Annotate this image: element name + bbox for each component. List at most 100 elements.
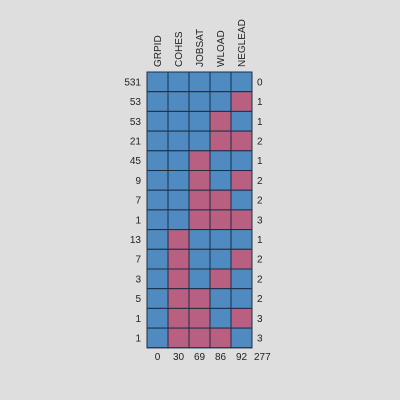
pattern-cell (146, 248, 169, 270)
pattern-cell (146, 327, 169, 349)
pattern-cell (188, 91, 211, 112)
pattern-cell (230, 189, 253, 211)
variable-missing-count: 0 (155, 352, 161, 363)
pattern-cell (167, 130, 190, 152)
pattern-cell (230, 288, 253, 309)
pattern-count: 1 (135, 215, 141, 226)
pattern-cell (146, 91, 169, 112)
pattern-cell (209, 268, 232, 290)
pattern-missing-count: 3 (257, 215, 263, 226)
pattern-cell (230, 71, 253, 93)
variable-label-neglead: NEGLEAD (237, 19, 248, 67)
pattern-count: 45 (130, 156, 142, 167)
pattern-cell (188, 229, 211, 250)
total-missing-count: 277 (254, 352, 271, 363)
pattern-cell (209, 288, 232, 309)
pattern-count: 13 (130, 235, 142, 246)
pattern-cell (146, 150, 169, 172)
pattern-missing-count: 2 (257, 136, 263, 147)
pattern-cell (209, 170, 232, 191)
pattern-cell (209, 189, 232, 211)
pattern-cell (209, 327, 232, 349)
pattern-cell (188, 130, 211, 152)
pattern-cell (146, 110, 169, 132)
variable-label-grpid: GRPID (153, 35, 164, 67)
pattern-cell (230, 327, 253, 349)
pattern-missing-count: 0 (257, 77, 263, 88)
pattern-cell (230, 209, 253, 231)
pattern-cell (209, 130, 232, 152)
pattern-cell (188, 248, 211, 270)
pattern-cell (230, 307, 253, 329)
pattern-missing-count: 1 (257, 97, 263, 108)
pattern-cell (230, 268, 253, 290)
pattern-cell (146, 71, 169, 93)
pattern-cell (167, 189, 190, 211)
pattern-cell (167, 170, 190, 191)
pattern-cell (146, 130, 169, 152)
pattern-cell (167, 91, 190, 112)
pattern-cell (209, 71, 232, 93)
pattern-missing-count: 2 (257, 176, 263, 187)
pattern-count: 5 (135, 294, 141, 305)
variable-missing-count: 92 (236, 352, 248, 363)
pattern-cell (230, 130, 253, 152)
pattern-missing-count: 3 (257, 314, 263, 325)
pattern-count: 1 (135, 314, 141, 325)
pattern-cell (188, 307, 211, 329)
pattern-cell (209, 110, 232, 132)
pattern-missing-count: 1 (257, 156, 263, 167)
pattern-cell (209, 229, 232, 250)
pattern-cell (230, 170, 253, 191)
pattern-cell (146, 229, 169, 250)
pattern-cell (146, 307, 169, 329)
pattern-cell (167, 110, 190, 132)
pattern-cell (167, 150, 190, 172)
pattern-cell (146, 170, 169, 191)
pattern-missing-count: 2 (257, 196, 263, 207)
grid-frame (146, 71, 253, 349)
pattern-count: 9 (135, 176, 141, 187)
pattern-cell (167, 71, 190, 93)
pattern-count: 3 (135, 274, 141, 285)
pattern-cell (167, 327, 190, 349)
pattern-cell (209, 91, 232, 112)
pattern-cell (146, 288, 169, 309)
pattern-missing-count: 1 (257, 117, 263, 128)
pattern-cell (209, 307, 232, 329)
variable-missing-count: 86 (215, 352, 227, 363)
pattern-cell (167, 209, 190, 231)
pattern-count: 531 (124, 77, 141, 88)
pattern-count: 53 (130, 97, 142, 108)
pattern-cell (188, 268, 211, 290)
pattern-cell (146, 209, 169, 231)
pattern-cell (167, 248, 190, 270)
pattern-missing-counts: 0 1 1 2 1 2 2 3 1 2 2 2 3 3 (257, 77, 263, 344)
pattern-count: 1 (135, 333, 141, 344)
pattern-count: 7 (135, 255, 141, 266)
pattern-missing-count: 1 (257, 235, 263, 246)
pattern-cell (230, 150, 253, 172)
pattern-missing-count: 3 (257, 333, 263, 344)
variable-labels: GRPID COHES JOBSAT WLOAD NEGLEAD (153, 19, 248, 67)
pattern-cell (167, 307, 190, 329)
variable-missing-counts: 0 30 69 86 92 277 (155, 352, 271, 363)
variable-label-jobsat: JOBSAT (195, 29, 206, 67)
pattern-cell (188, 327, 211, 349)
pattern-cell (188, 150, 211, 172)
pattern-count: 21 (130, 136, 142, 147)
pattern-missing-count: 2 (257, 255, 263, 266)
pattern-missing-count: 2 (257, 294, 263, 305)
pattern-cell (230, 229, 253, 250)
pattern-cell (188, 110, 211, 132)
variable-missing-count: 30 (173, 352, 185, 363)
pattern-cell (188, 288, 211, 309)
pattern-cell (209, 248, 232, 270)
pattern-cell (188, 209, 211, 231)
pattern-cell (209, 209, 232, 231)
pattern-cell (230, 91, 253, 112)
variable-label-cohes: COHES (174, 31, 185, 67)
pattern-grid (146, 71, 253, 349)
pattern-cell (230, 248, 253, 270)
